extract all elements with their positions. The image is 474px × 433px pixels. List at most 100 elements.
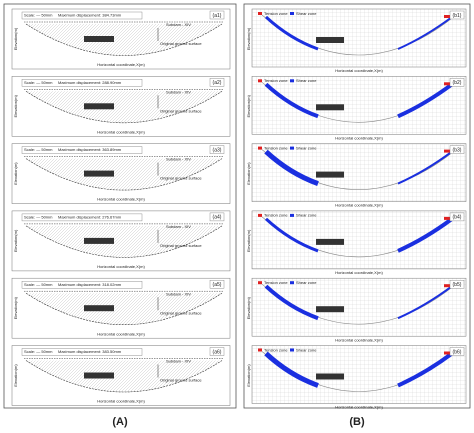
legend-shear-swatch: [290, 348, 294, 352]
valley-surface: [25, 158, 223, 191]
mesh-frame: [251, 8, 467, 68]
shear-zone-right: [397, 150, 453, 185]
dam-label: Subdam - XIV: [166, 22, 191, 27]
shear-zone-left: [264, 149, 319, 186]
info-box: [21, 79, 143, 87]
dam-block: [316, 37, 344, 43]
max-displacement: Maximum displacement: 318.02mm: [58, 282, 122, 287]
y-axis-label: Elevation(m): [13, 296, 18, 319]
valley-surface: [25, 292, 223, 325]
max-displacement: Maximum displacement: 363.89mm: [58, 147, 122, 152]
subplot-label: (a3): [213, 147, 222, 153]
dam-label: Subdam - XIV: [166, 291, 191, 296]
subplot-label-box: [209, 280, 225, 289]
mesh-frame: [251, 210, 467, 270]
subplot-label-box: [449, 347, 465, 356]
y-axis-label: Elevation(m): [246, 27, 251, 50]
shear-zone-left: [264, 82, 319, 119]
y-axis-label: Elevation(m): [246, 296, 251, 319]
subplot-label-box: [449, 280, 465, 289]
subplot-label: (b6): [453, 349, 462, 355]
dam-block: [84, 170, 114, 177]
max-displacement: Maximum displacement: 384.73mm: [58, 13, 122, 18]
y-axis-label: Elevation(m): [13, 162, 18, 185]
surface-label: Original ground surface: [160, 108, 202, 113]
info-box: [21, 281, 143, 289]
shear-zone-right: [397, 285, 453, 320]
panel-a-frame: [3, 3, 237, 409]
scale-text: Scale: — 50mm: [24, 349, 53, 354]
legend-shear: Shear zone: [296, 145, 317, 150]
legend-shear-swatch: [290, 146, 294, 150]
mesh-frame: [251, 76, 467, 135]
tension-marker: [444, 216, 450, 220]
subplot-label-box: [449, 78, 465, 87]
dam-label: Subdam - XIV: [166, 89, 191, 94]
subplot-label-box: [209, 78, 225, 87]
subplot-label-box: [209, 145, 225, 154]
legend-tension-swatch: [258, 12, 262, 15]
dam-block: [316, 171, 344, 178]
mesh-frame: [251, 143, 467, 202]
x-axis-label: Horizontal coordinate,X(m): [97, 331, 145, 336]
shear-zone-left: [264, 217, 319, 253]
y-axis-label: Elevation(m): [246, 364, 251, 387]
x-axis-label: Horizontal coordinate,X(m): [97, 399, 145, 404]
tension-marker: [444, 284, 450, 288]
subplot-label: (a6): [213, 349, 222, 355]
scale-text: Scale: — 50mm: [24, 80, 53, 85]
dam-block: [316, 373, 344, 380]
max-displacement: Maximum displacement: 383.50mm: [58, 349, 122, 354]
legend-shear-swatch: [290, 79, 294, 83]
y-axis-label: Elevation(m): [246, 229, 251, 252]
y-axis-label: Elevation(m): [246, 162, 251, 185]
legend-tension: Tension zone: [264, 213, 288, 218]
subplot-label-box: [449, 212, 465, 222]
legend-tension-swatch: [258, 348, 262, 352]
surface-label: Original ground surface: [160, 378, 202, 383]
subplot-label-box: [209, 10, 225, 20]
shear-zone-left: [264, 351, 319, 388]
subplot-label-box: [449, 145, 465, 154]
panel-b-label: (B): [349, 416, 365, 428]
scale-text: Scale: — 50mm: [24, 147, 53, 152]
subplot-label-box: [209, 347, 225, 356]
subplot-label: (b1): [453, 13, 462, 19]
surface-label: Original ground surface: [160, 310, 202, 315]
shear-zone-right: [397, 82, 454, 119]
subplot-label: (b2): [453, 80, 462, 86]
x-axis-label: Horizontal coordinate,X(m): [335, 68, 383, 73]
subplot-label: (a5): [213, 282, 222, 288]
dam-label: Subdam - XIV: [166, 359, 191, 364]
tension-marker: [444, 15, 450, 18]
y-axis-label: Elevation(m): [246, 94, 251, 117]
scale-text: Scale: — 50mm: [24, 282, 53, 287]
valley-surface: [25, 225, 223, 258]
dam-label: Subdam - XIV: [166, 157, 191, 162]
y-axis-label: Elevation(m): [13, 364, 18, 387]
dam-block: [316, 104, 344, 111]
surface-label: Original ground surface: [160, 41, 202, 46]
surface-label: Original ground surface: [160, 243, 202, 248]
mesh-frame: [251, 345, 467, 404]
x-axis-label: Horizontal coordinate,X(m): [97, 197, 145, 202]
legend-tension-swatch: [258, 146, 262, 150]
valley-surface: [25, 360, 223, 393]
dam-block: [316, 238, 344, 245]
info-box: [21, 11, 143, 20]
legend-shear-swatch: [290, 12, 294, 15]
x-axis-label: Horizontal coordinate,X(m): [97, 129, 145, 134]
dam-block: [84, 36, 114, 42]
legend-tension: Tension zone: [264, 280, 288, 285]
subplot-label: (a2): [213, 80, 222, 86]
x-axis-label: Horizontal coordinate,X(m): [335, 203, 383, 208]
info-box: [21, 146, 143, 154]
x-axis-label: Horizontal coordinate,X(m): [335, 270, 383, 275]
dam-block: [316, 306, 344, 313]
dam-block: [84, 103, 114, 110]
max-displacement: Maximum displacement: 276.67mm: [58, 214, 122, 219]
dam-label: Subdam - XIV: [166, 224, 191, 229]
x-axis-label: Horizontal coordinate,X(m): [335, 135, 383, 140]
x-axis-label: Horizontal coordinate,X(m): [335, 337, 383, 342]
legend-tension-swatch: [258, 281, 262, 285]
